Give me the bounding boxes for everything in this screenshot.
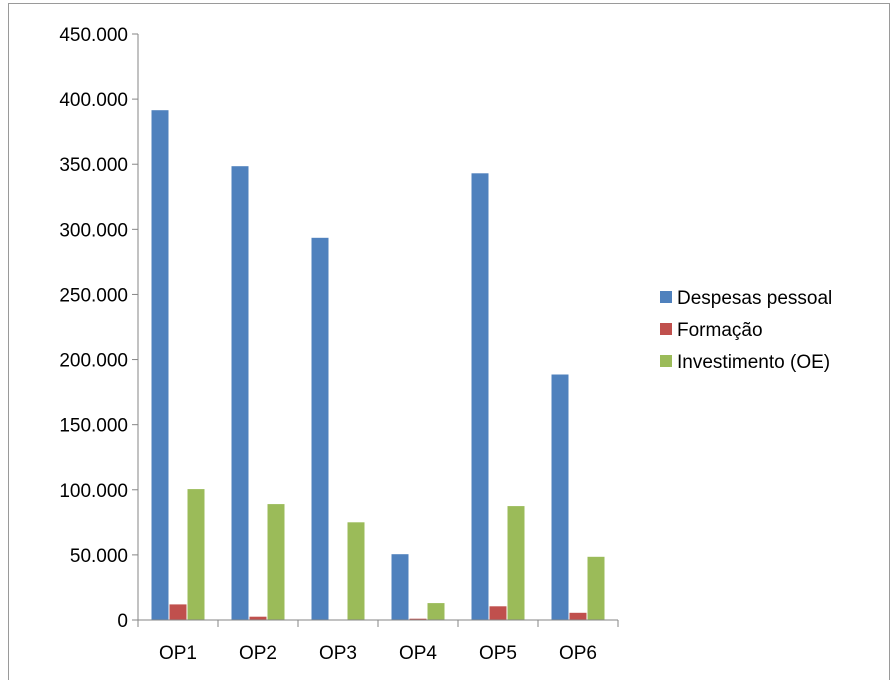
y-tick-label: 350.000 (59, 155, 128, 176)
y-tick-label: 150.000 (59, 416, 128, 437)
bar-op4-series-2 (409, 618, 427, 620)
bar-op2-series-3 (267, 504, 285, 620)
axes-layer: 0 50.000 100.000 150.000 200.000 250.000 300.0… (59, 25, 619, 664)
x-tick-label: OP6 (559, 643, 597, 664)
legend-label: Investimento (OE) (677, 352, 830, 373)
x-tick-label: OP3 (319, 643, 357, 664)
y-tick-label: 450.000 (59, 25, 128, 46)
legend: Despesas pessoal Formação Investimento (OE… (660, 288, 832, 373)
y-tick-label: 400.000 (59, 90, 128, 111)
bar-op2-series-1 (231, 166, 249, 620)
y-tick-label: 300.000 (59, 220, 128, 241)
y-tick-label: 100.000 (59, 481, 128, 502)
x-tick-label: OP5 (479, 643, 517, 664)
y-tick-label: 0 (117, 611, 128, 632)
bar-op4-series-1 (391, 554, 409, 620)
bars-layer (151, 110, 605, 621)
bar-op6-series-1 (551, 374, 569, 620)
y-tick-label: 200.000 (59, 351, 128, 372)
bar-op1-series-1 (151, 110, 169, 620)
bar-op2-series-2 (249, 616, 267, 620)
bar-op3-series-3 (347, 522, 365, 620)
bar-op5-series-1 (471, 173, 489, 621)
y-tick-label: 250.000 (59, 285, 128, 306)
legend-label: Despesas pessoal (677, 288, 832, 309)
bar-op5-series-2 (489, 606, 507, 620)
x-tick-label: OP2 (239, 643, 277, 664)
bar-op4-series-3 (427, 603, 445, 620)
x-tick-label: OP4 (399, 643, 437, 664)
bar-op6-series-2 (569, 612, 587, 620)
x-tick-label: OP1 (159, 643, 197, 664)
bar-op1-series-3 (187, 489, 205, 620)
bar-op1-series-2 (169, 604, 187, 620)
legend-swatch (660, 355, 672, 367)
bar-op3-series-1 (311, 237, 329, 621)
legend-label: Formação (677, 320, 763, 341)
legend-swatch (660, 323, 672, 335)
y-tick-label: 50.000 (70, 546, 128, 567)
bar-op5-series-3 (507, 506, 525, 620)
bar-op6-series-3 (587, 556, 605, 620)
legend-swatch (660, 291, 672, 303)
